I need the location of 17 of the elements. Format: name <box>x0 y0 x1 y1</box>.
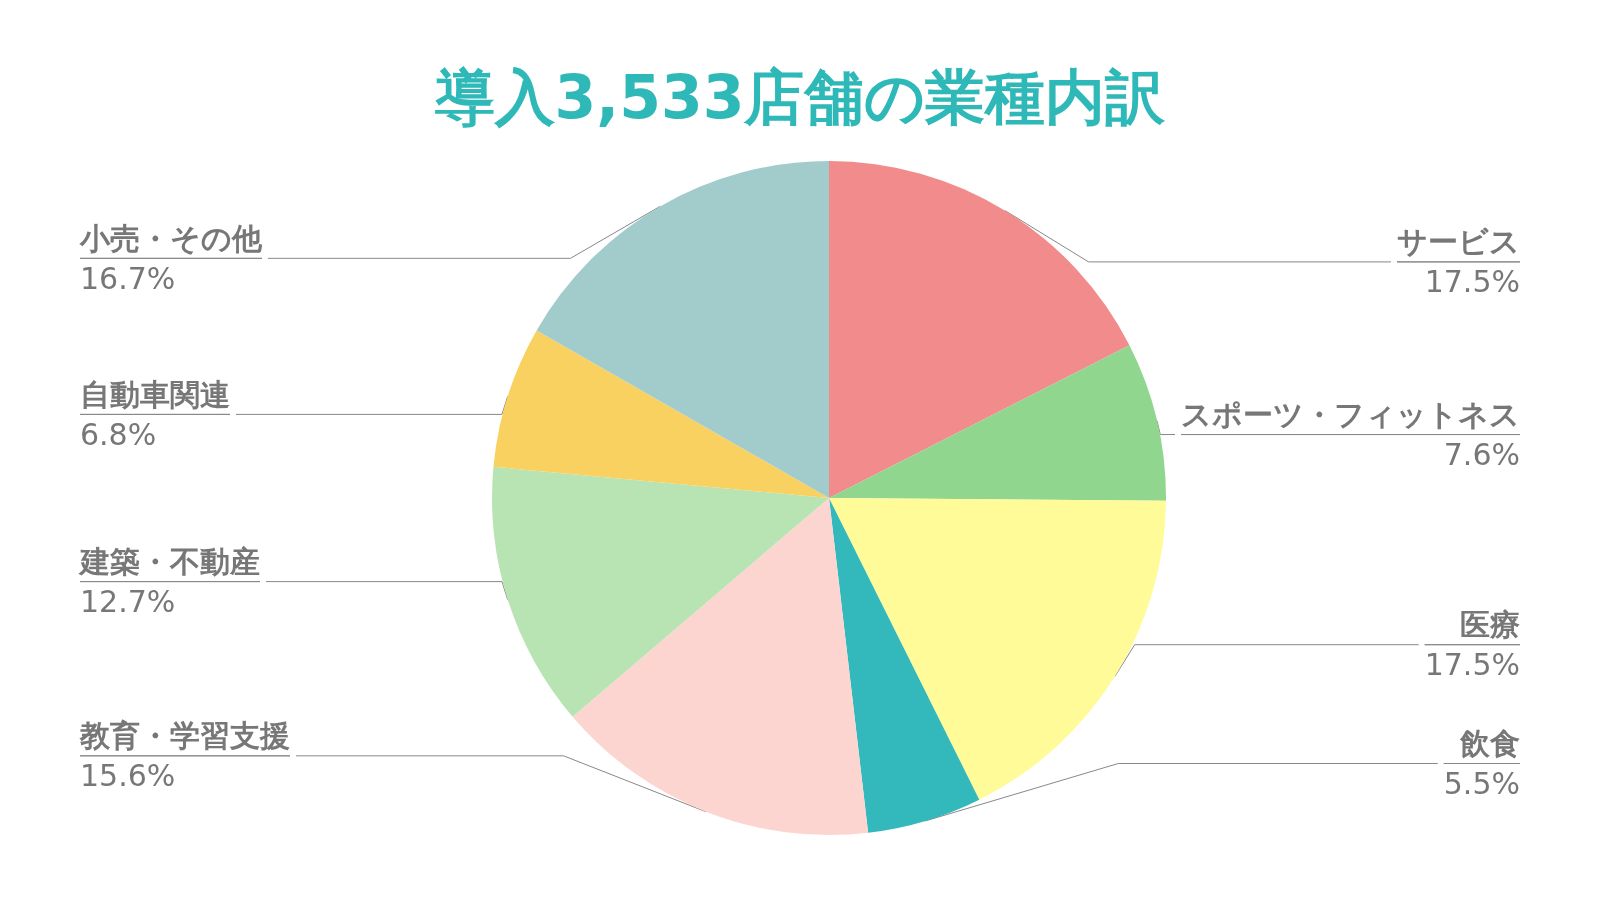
data-label: 17.5% <box>1424 264 1520 300</box>
data-label: 12.7% <box>80 584 176 620</box>
slice-label: 医療 <box>1460 607 1520 643</box>
slice-label: スポーツ・フィットネス <box>1181 397 1520 433</box>
data-label: 6.8% <box>80 416 157 452</box>
data-label: 16.7% <box>80 260 176 296</box>
data-label: 17.5% <box>1424 647 1520 683</box>
slice-label: 小売・その他 <box>79 220 263 256</box>
data-label: 15.6% <box>80 758 176 794</box>
slice-label: 教育・学習支援 <box>79 718 290 754</box>
slice-label: 飲食 <box>1459 725 1520 761</box>
slice-label: サービス <box>1397 224 1520 260</box>
slice-label: 建築・不動産 <box>78 544 260 580</box>
data-label: 7.6% <box>1443 437 1520 473</box>
slice-label: 自動車関連 <box>80 376 230 412</box>
chart-title: 導入3,533店舗の業種内訳 <box>433 62 1167 132</box>
data-label: 5.5% <box>1443 765 1520 801</box>
